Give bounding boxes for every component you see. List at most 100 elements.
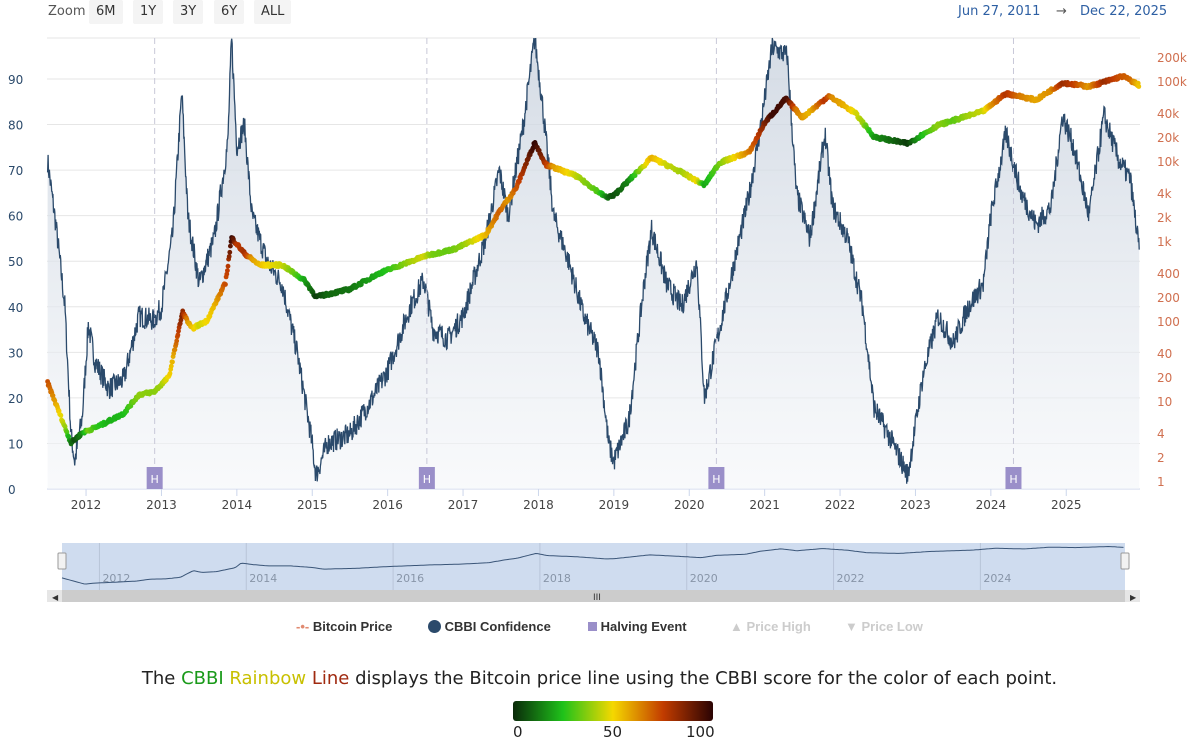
legend-price-low[interactable]: ▼ Price Low: [845, 619, 923, 634]
scroll-right-icon[interactable]: ▶: [1130, 593, 1137, 602]
main-chart[interactable]: 0 10 20 30 40 50 60 70 80 90 1 2 4 10 20 40 100 200 400 1k 2…: [0, 0, 1199, 610]
scroll-left-icon[interactable]: ◀: [52, 593, 59, 602]
y-right-tick: 2k: [1157, 211, 1172, 225]
y-right-tick: 4: [1157, 427, 1165, 441]
legend-bitcoin-price[interactable]: -•- Bitcoin Price: [296, 619, 393, 634]
legend-halving-event[interactable]: Halving Event: [588, 619, 687, 634]
x-tick: 2015: [297, 498, 328, 512]
scrollbar-thumb[interactable]: [62, 590, 1125, 602]
desc-line: Line: [311, 668, 350, 689]
price-line-icon: -•-: [296, 619, 310, 634]
navigator-handle-right[interactable]: [1120, 552, 1130, 570]
x-tick: 2019: [599, 498, 630, 512]
x-tick: 2013: [146, 498, 177, 512]
halving-label: H: [712, 473, 720, 486]
price-point: [226, 254, 232, 259]
halving-marker[interactable]: [418, 467, 435, 489]
navigator-tick: 2020: [690, 572, 718, 585]
y-left-tick: 80: [8, 119, 23, 133]
y-right-tick: 1k: [1157, 235, 1172, 249]
zoom-3y-button[interactable]: 3Y: [173, 0, 204, 24]
price-point: [1136, 84, 1142, 89]
price-point: [223, 282, 228, 287]
y-left-tick: 50: [8, 255, 23, 269]
y-left-tick: 10: [8, 437, 23, 451]
colorbar-tick: 50: [603, 723, 623, 741]
y-left-tick: 40: [8, 301, 23, 315]
navigator-tick: 2016: [396, 572, 424, 585]
scrollbar-grip-icon: III: [593, 593, 601, 603]
y-right-tick: 20k: [1157, 131, 1179, 145]
price-point: [228, 243, 233, 249]
legend-price-high[interactable]: ▲ Price High: [730, 619, 811, 634]
price-point: [178, 317, 184, 323]
price-point: [227, 249, 233, 255]
circle-icon: [428, 620, 441, 633]
cbbi-confidence-line[interactable]: [46, 37, 1140, 484]
zoom-all-button[interactable]: ALL: [254, 0, 292, 24]
legend-cbbi-confidence[interactable]: CBBI Confidence: [428, 619, 551, 634]
x-tick: 2023: [900, 498, 931, 512]
y-right-tick: 200: [1157, 291, 1180, 305]
x-tick: 2018: [523, 498, 554, 512]
bitcoin-price-series[interactable]: [45, 73, 1142, 447]
color-scale-bar: [513, 701, 713, 721]
triangle-up-icon: ▲: [730, 619, 743, 634]
price-point: [175, 332, 181, 338]
zoom-label: Zoom: [48, 4, 86, 19]
square-icon: [588, 622, 597, 631]
price-point: [225, 263, 231, 269]
x-tick: 2025: [1051, 498, 1082, 512]
y-left-tick: 20: [8, 392, 23, 406]
y-right-tick: 4k: [1157, 187, 1172, 201]
navigator-tick: 2022: [837, 572, 865, 585]
y-left-tick: 30: [8, 346, 23, 360]
y-right-tick: 400: [1157, 267, 1180, 281]
x-tick: 2021: [749, 498, 780, 512]
navigator-tick: 2014: [249, 572, 277, 585]
y-right-tick: 2: [1157, 451, 1165, 465]
y-right-tick: 100k: [1157, 75, 1187, 89]
colorbar-tick: 0: [513, 723, 523, 741]
halving-label: H: [151, 473, 159, 486]
price-point: [174, 338, 180, 344]
range-to[interactable]: Dec 22, 2025: [1080, 4, 1168, 19]
x-tick: 2024: [976, 498, 1007, 512]
y-left-tick: 60: [8, 210, 23, 224]
halving-label: H: [423, 473, 431, 486]
triangle-down-icon: ▼: [845, 619, 858, 634]
price-point: [176, 328, 181, 334]
halving-marker[interactable]: [708, 467, 725, 489]
navigator-handle-left[interactable]: [57, 552, 67, 570]
y-left-tick: 0: [8, 483, 16, 497]
halving-marker[interactable]: [1005, 467, 1022, 489]
desc-cbbi: CBBI: [181, 668, 230, 689]
price-point: [58, 413, 64, 418]
x-tick: 2022: [825, 498, 856, 512]
zoom-6m-button[interactable]: 6M: [89, 0, 123, 24]
halving-marker[interactable]: [146, 467, 163, 489]
y-left-tick: 70: [8, 164, 23, 178]
halving-label: H: [1009, 473, 1017, 486]
zoom-6y-button[interactable]: 6Y: [214, 0, 245, 24]
y-right-tick: 200k: [1157, 51, 1187, 65]
y-right-tick: 40: [1157, 347, 1172, 361]
x-tick: 2017: [448, 498, 479, 512]
price-point: [172, 347, 178, 353]
price-point: [167, 371, 173, 376]
cbbi-area: [47, 38, 1140, 489]
y-right-tick: 10: [1157, 395, 1172, 409]
y-right-tick: 10k: [1157, 155, 1179, 169]
range-from[interactable]: Jun 27, 2011: [958, 4, 1041, 19]
desc-rainbow: Rainbow: [229, 668, 312, 689]
range-arrow: →: [1056, 4, 1067, 19]
zoom-1y-button[interactable]: 1Y: [133, 0, 164, 24]
y-right-tick: 40k: [1157, 107, 1179, 121]
price-point: [225, 268, 230, 273]
y-right-tick: 20: [1157, 371, 1172, 385]
navigator-series: [61, 545, 1124, 585]
y-left-tick: 90: [8, 73, 23, 87]
price-point: [50, 393, 56, 398]
y-right-tick: 100: [1157, 315, 1180, 329]
